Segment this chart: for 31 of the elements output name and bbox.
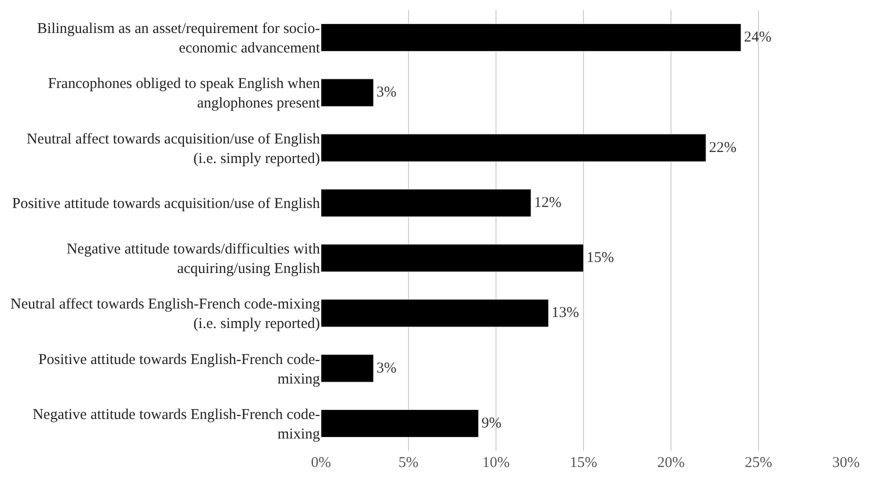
bar <box>321 188 532 217</box>
y-tick-label: Francophones obliged to speak English when anglophones present <box>48 76 321 112</box>
bar <box>321 409 479 438</box>
data-label: 15% <box>586 250 614 266</box>
data-label: 22% <box>709 140 736 156</box>
x-tick-label: 5% <box>398 455 418 471</box>
data-label: 12% <box>534 194 562 211</box>
y-tick-label: Negative attitude towards English-French code- mixing <box>32 406 320 442</box>
data-label: 3% <box>376 360 396 376</box>
data-label: 9% <box>482 415 502 432</box>
data-label: 3% <box>376 84 396 101</box>
x-tick-label: 25% <box>744 455 772 471</box>
bar <box>321 78 374 107</box>
y-tick-label: Negative attitude towards/difficulties with acquiring/using English <box>66 242 320 278</box>
x-tick-label: 0% <box>311 455 331 471</box>
data-label: 13% <box>552 305 579 322</box>
x-tick-label: 30% <box>832 455 860 471</box>
x-tick-label: 10% <box>482 455 510 471</box>
y-tick-label: Positive attitude towards acquisition/use of English <box>12 196 320 212</box>
y-tick-label: Neutral affect towards acquisition/use of English (i.e. simply reported) <box>26 131 320 167</box>
bar <box>321 134 706 162</box>
x-tick-label: 15% <box>570 455 598 471</box>
x-tick-label: 20% <box>657 455 685 471</box>
y-tick-label: Positive attitude towards English-French code- mixing <box>38 352 320 388</box>
bar <box>321 244 584 272</box>
bar <box>321 24 742 52</box>
y-tick-label: Neutral affect towards English-French code-mixing (i.e. simply reported) <box>10 296 320 332</box>
data-label: 24% <box>744 30 772 46</box>
y-tick-label: Bilingualism as an asset/requirement for socio- economic advancement <box>37 21 321 57</box>
bar <box>321 354 374 382</box>
bar <box>321 299 549 328</box>
